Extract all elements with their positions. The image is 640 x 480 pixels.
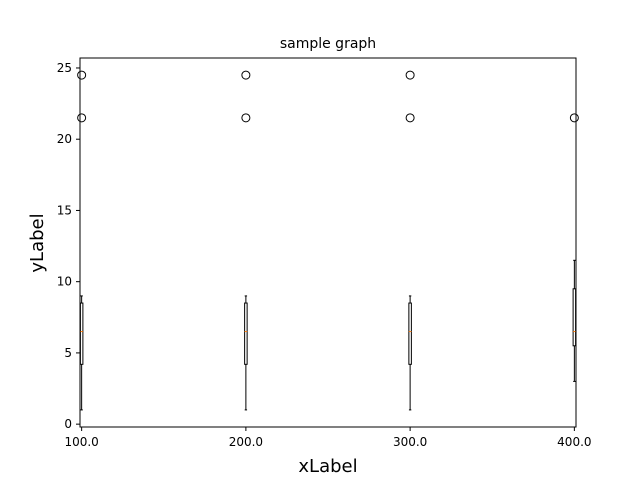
y-tick-label: 10: [57, 275, 72, 289]
iqr-box: [572, 288, 577, 347]
chart-title: sample graph: [280, 36, 376, 52]
outlier-point: [77, 70, 87, 80]
iqr-box: [408, 302, 412, 365]
box-3: [405, 70, 415, 411]
plot-area: [77, 70, 579, 411]
outlier-point: [405, 70, 415, 80]
box-1: [77, 70, 87, 411]
x-tick-label: 300.0: [393, 435, 427, 449]
outlier-point: [569, 113, 579, 123]
outlier-point: [241, 113, 251, 123]
box-4: [569, 113, 579, 382]
y-tick-label: 0: [64, 417, 72, 431]
x-tick-label: 100.0: [64, 435, 98, 449]
iqr-box: [244, 302, 248, 365]
y-tick-label: 25: [57, 61, 72, 75]
y-tick-label: 15: [57, 203, 72, 217]
plot-frame: [79, 57, 577, 428]
y-axis: 0 5 10 15 20 25: [57, 61, 80, 431]
y-axis-label: yLabel: [27, 213, 48, 272]
y-tick-label: 5: [64, 346, 72, 360]
y-tick-label: 20: [57, 132, 72, 146]
outlier-point: [241, 70, 251, 80]
outlier-point: [77, 113, 87, 123]
outlier-point: [405, 113, 415, 123]
iqr-box: [79, 302, 84, 365]
x-tick-label: 400.0: [557, 435, 591, 449]
x-axis: 100.0 200.0 300.0 400.0: [64, 427, 592, 449]
x-axis-label: xLabel: [298, 456, 357, 477]
x-tick-label: 200.0: [229, 435, 263, 449]
box-2: [241, 70, 251, 411]
